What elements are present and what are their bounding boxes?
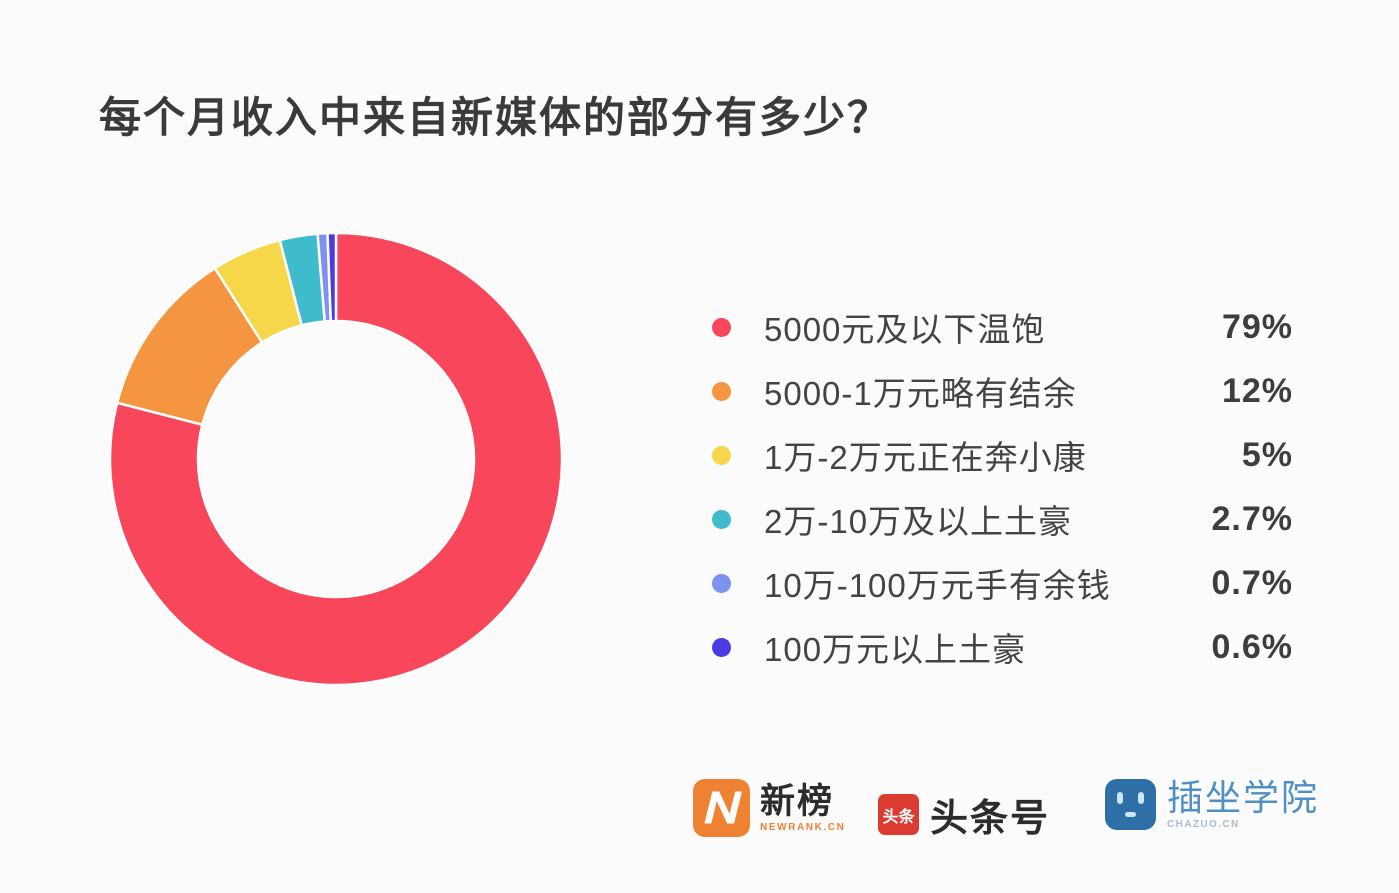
legend-color-dot [712, 509, 731, 529]
legend-value: 79% [1221, 307, 1293, 346]
brand-newrank-name: 新榜 [760, 781, 835, 821]
legend-item: 10万-100万元手有余钱 0.7% [712, 551, 1293, 615]
legend-color-dot [712, 317, 731, 337]
robot-eye-icon [1138, 792, 1144, 804]
legend-value: 12% [1221, 371, 1293, 410]
robot-mouth-icon [1125, 812, 1136, 817]
robot-eye-icon [1117, 792, 1123, 804]
brand-newrank-domain: NEWRANK.CN [760, 821, 846, 833]
toutiao-icon-text: 头条 [882, 808, 915, 826]
legend-label: 1万-2万元正在奔小康 [764, 439, 1087, 476]
legend-item: 5000元及以下温饱 79% [712, 295, 1293, 359]
brand-chazuo-domain: CHAZUO.CN [1167, 818, 1240, 830]
legend-color-dot [712, 573, 731, 593]
chazuo-logo-icon [1105, 779, 1156, 830]
legend-label: 10万-100万元手有余钱 [764, 567, 1111, 604]
chart-title: 每个月收入中来自新媒体的部分有多少？ [99, 94, 892, 141]
brand-newrank: 新榜 NEWRANK.CN [693, 779, 845, 837]
legend-value: 2.7% [1211, 499, 1293, 538]
legend-color-dot [712, 445, 731, 465]
legend-item: 5000-1万元略有结余 12% [712, 359, 1293, 423]
brand-chazuo-name: 插坐学院 [1167, 776, 1320, 818]
toutiao-logo-icon: 头条 [878, 794, 919, 835]
brand-toutiao: 头条 头条号 [878, 787, 1050, 842]
legend-item: 100万元以上土豪 0.6% [712, 615, 1293, 679]
brand-chazuo: 插坐学院 CHAZUO.CN [1105, 779, 1319, 830]
legend-label: 5000元及以下温饱 [764, 311, 1046, 348]
legend-color-dot [712, 637, 731, 657]
legend-value: 5% [1241, 435, 1293, 474]
legend-color-dot [712, 381, 731, 401]
legend-item: 1万-2万元正在奔小康 5% [712, 423, 1293, 487]
legend-value: 0.7% [1211, 563, 1293, 602]
donut-slice-6 [326, 231, 338, 323]
chart-legend: 5000元及以下温饱 79% 5000-1万元略有结余 12% 1万-2万元正在… [712, 295, 1293, 679]
legend-item: 2万-10万及以上土豪 2.7% [712, 487, 1293, 551]
newrank-logo-icon [693, 779, 750, 837]
legend-value: 0.6% [1211, 627, 1293, 666]
donut-chart [108, 231, 564, 687]
brand-toutiao-name: 头条号 [930, 798, 1051, 840]
donut-slice-1 [108, 231, 564, 687]
legend-label: 100万元以上土豪 [764, 631, 1027, 668]
legend-label: 5000-1万元略有结余 [764, 375, 1077, 412]
lightning-n-glyph [704, 791, 743, 824]
legend-label: 2万-10万及以上土豪 [764, 503, 1073, 540]
